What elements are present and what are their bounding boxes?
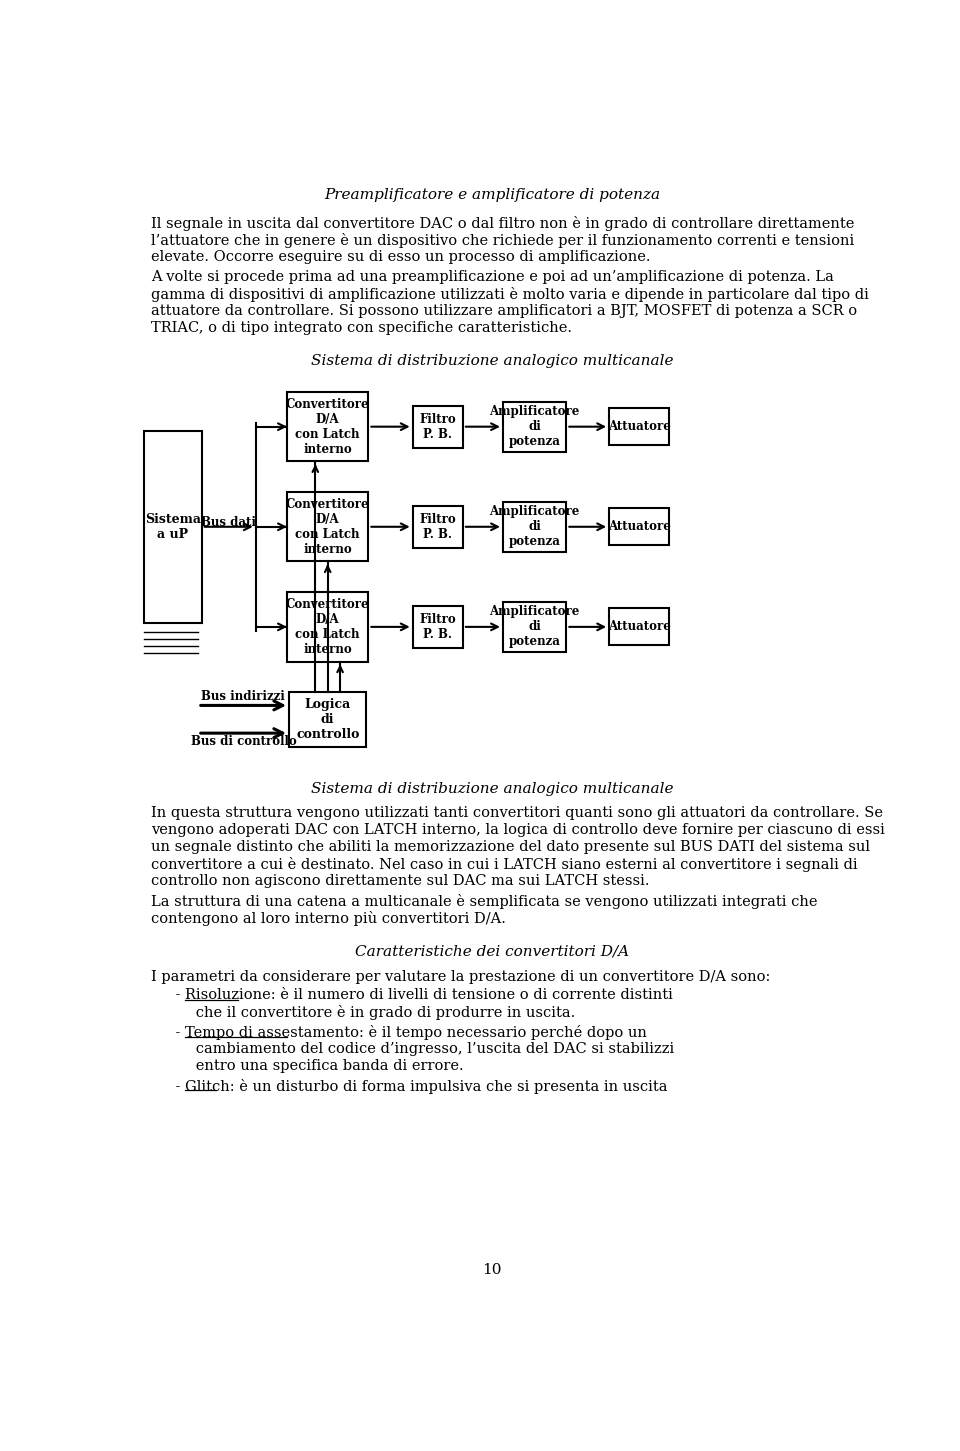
- Text: contengono al loro interno più convertitori D/A.: contengono al loro interno più convertit…: [151, 911, 506, 926]
- Text: La struttura di una catena a multicanale è semplificata se vengono utilizzati in: La struttura di una catena a multicanale…: [151, 894, 818, 910]
- Text: entro una specifica banda di errore.: entro una specifica banda di errore.: [168, 1059, 464, 1072]
- Text: elevate. Occorre eseguire su di esso un processo di amplificazione.: elevate. Occorre eseguire su di esso un …: [151, 251, 651, 264]
- FancyBboxPatch shape: [289, 692, 367, 747]
- Text: I parametri da considerare per valutare la prestazione di un convertitore D/A so: I parametri da considerare per valutare …: [151, 969, 770, 984]
- Text: Bus di controllo: Bus di controllo: [190, 736, 297, 749]
- Text: Amplificatore
di
potenza: Amplificatore di potenza: [490, 605, 580, 649]
- FancyBboxPatch shape: [413, 605, 463, 649]
- Text: Amplificatore
di
potenza: Amplificatore di potenza: [490, 405, 580, 448]
- Text: Sistema
a uP: Sistema a uP: [145, 512, 201, 541]
- Text: Attuatore: Attuatore: [608, 621, 671, 634]
- FancyBboxPatch shape: [503, 402, 566, 451]
- FancyBboxPatch shape: [287, 492, 369, 562]
- Text: Amplificatore
di
potenza: Amplificatore di potenza: [490, 505, 580, 548]
- FancyBboxPatch shape: [503, 502, 566, 551]
- Text: Filtro
P. B.: Filtro P. B.: [420, 512, 456, 541]
- Text: - Risoluzione: è il numero di livelli di tensione o di corrente distinti: - Risoluzione: è il numero di livelli di…: [157, 988, 673, 1003]
- Text: controllo non agiscono direttamente sul DAC ma sui LATCH stessi.: controllo non agiscono direttamente sul …: [151, 874, 650, 888]
- Text: l’attuatore che in genere è un dispositivo che richiede per il funzionamento cor: l’attuatore che in genere è un dispositi…: [151, 234, 854, 248]
- Text: Attuatore: Attuatore: [608, 521, 671, 534]
- Text: - Tempo di assestamento: è il tempo necessario perché dopo un: - Tempo di assestamento: è il tempo nece…: [157, 1024, 647, 1040]
- Text: gamma di dispositivi di amplificazione utilizzati è molto varia e dipende in par: gamma di dispositivi di amplificazione u…: [151, 287, 869, 302]
- Text: Bus dati: Bus dati: [202, 517, 256, 530]
- Text: Convertitore
D/A
con Latch
interno: Convertitore D/A con Latch interno: [286, 498, 370, 556]
- Text: che il convertitore è in grado di produrre in uscita.: che il convertitore è in grado di produr…: [168, 1006, 575, 1020]
- Text: TRIAC, o di tipo integrato con specifiche caratteristiche.: TRIAC, o di tipo integrato con specifich…: [151, 321, 572, 335]
- Text: Convertitore
D/A
con Latch
interno: Convertitore D/A con Latch interno: [286, 398, 370, 456]
- Text: Sistema di distribuzione analogico multicanale: Sistema di distribuzione analogico multi…: [311, 354, 673, 367]
- Text: 10: 10: [482, 1262, 502, 1277]
- Text: cambiamento del codice d’ingresso, l’uscita del DAC si stabilizzi: cambiamento del codice d’ingresso, l’usc…: [168, 1042, 674, 1056]
- Text: - Glitch: è un disturbo di forma impulsiva che si presenta in uscita: - Glitch: è un disturbo di forma impulsi…: [157, 1080, 668, 1094]
- Text: vengono adoperati DAC con LATCH interno, la logica di controllo deve fornire per: vengono adoperati DAC con LATCH interno,…: [151, 823, 885, 837]
- FancyBboxPatch shape: [609, 508, 669, 546]
- FancyBboxPatch shape: [609, 408, 669, 445]
- Text: Logica
di
controllo: Logica di controllo: [296, 698, 359, 741]
- Text: Bus indirizzi: Bus indirizzi: [202, 691, 285, 704]
- Text: Filtro
P. B.: Filtro P. B.: [420, 412, 456, 441]
- FancyBboxPatch shape: [413, 405, 463, 448]
- Text: un segnale distinto che abiliti la memorizzazione del dato presente sul BUS DATI: un segnale distinto che abiliti la memor…: [151, 840, 870, 855]
- Text: Il segnale in uscita dal convertitore DAC o dal filtro non è in grado di control: Il segnale in uscita dal convertitore DA…: [151, 216, 854, 232]
- FancyBboxPatch shape: [287, 592, 369, 662]
- FancyBboxPatch shape: [413, 505, 463, 548]
- Text: Sistema di distribuzione analogico multicanale: Sistema di distribuzione analogico multi…: [311, 782, 673, 795]
- Text: Filtro
P. B.: Filtro P. B.: [420, 612, 456, 641]
- FancyBboxPatch shape: [503, 602, 566, 651]
- Text: Caratteristiche dei convertitori D/A: Caratteristiche dei convertitori D/A: [355, 945, 629, 959]
- Text: convertitore a cui è destinato. Nel caso in cui i LATCH siano esterni al convert: convertitore a cui è destinato. Nel caso…: [151, 858, 857, 872]
- FancyBboxPatch shape: [144, 431, 202, 622]
- Text: In questa struttura vengono utilizzati tanti convertitori quanti sono gli attuat: In questa struttura vengono utilizzati t…: [151, 807, 883, 820]
- Text: Preamplificatore e amplificatore di potenza: Preamplificatore e amplificatore di pote…: [324, 189, 660, 202]
- FancyBboxPatch shape: [609, 608, 669, 646]
- Text: attuatore da controllare. Si possono utilizzare amplificatori a BJT, MOSFET di p: attuatore da controllare. Si possono uti…: [151, 305, 857, 318]
- Text: Attuatore: Attuatore: [608, 421, 671, 434]
- FancyBboxPatch shape: [287, 392, 369, 461]
- Text: A volte si procede prima ad una preamplificazione e poi ad un’amplificazione di : A volte si procede prima ad una preampli…: [151, 270, 834, 284]
- Text: Convertitore
D/A
con Latch
interno: Convertitore D/A con Latch interno: [286, 598, 370, 656]
